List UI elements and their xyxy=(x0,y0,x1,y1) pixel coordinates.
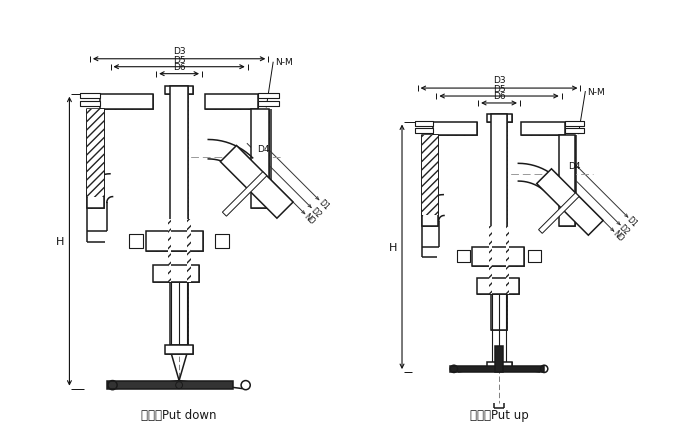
Bar xyxy=(528,250,540,263)
Text: D4: D4 xyxy=(257,144,270,153)
Bar xyxy=(170,86,188,345)
Text: D3: D3 xyxy=(493,76,505,85)
Bar xyxy=(457,250,470,263)
Text: D2: D2 xyxy=(617,222,631,236)
Bar xyxy=(414,129,433,134)
Bar xyxy=(422,136,438,227)
Bar xyxy=(472,247,524,266)
Bar xyxy=(258,93,279,99)
Bar xyxy=(80,101,100,107)
Bar xyxy=(433,122,477,136)
Text: D4: D4 xyxy=(568,161,580,170)
Bar xyxy=(130,235,143,249)
Bar xyxy=(489,227,491,294)
Bar xyxy=(80,93,100,99)
Bar xyxy=(559,136,575,227)
Bar xyxy=(495,346,503,372)
Text: 上展式Put up: 上展式Put up xyxy=(470,408,528,421)
Text: D5: D5 xyxy=(173,55,186,64)
Bar xyxy=(130,235,143,249)
Text: D1: D1 xyxy=(316,198,330,212)
Bar xyxy=(80,101,100,107)
Bar xyxy=(80,93,100,99)
Bar xyxy=(486,115,512,122)
Text: D3: D3 xyxy=(173,47,186,55)
Bar xyxy=(414,121,433,126)
Bar xyxy=(165,86,192,95)
Text: N-M: N-M xyxy=(275,58,293,67)
Bar xyxy=(100,95,153,109)
Text: H: H xyxy=(56,237,64,246)
Text: ND: ND xyxy=(610,228,625,243)
Bar xyxy=(258,101,279,107)
Bar xyxy=(216,235,229,249)
Bar xyxy=(565,129,584,134)
Bar xyxy=(168,220,171,283)
Bar xyxy=(433,122,477,136)
Polygon shape xyxy=(223,172,267,217)
Bar xyxy=(521,122,565,136)
Text: ND: ND xyxy=(302,212,316,226)
Text: D5: D5 xyxy=(493,85,505,94)
Bar xyxy=(565,121,584,126)
Bar xyxy=(107,381,232,389)
Bar xyxy=(146,231,204,252)
Bar xyxy=(472,247,524,266)
Bar xyxy=(165,86,192,95)
Text: D6: D6 xyxy=(173,62,186,71)
Text: D2: D2 xyxy=(309,206,323,219)
Bar xyxy=(477,279,519,294)
Bar xyxy=(414,129,433,134)
Bar xyxy=(187,220,190,283)
Bar xyxy=(153,266,199,283)
Bar xyxy=(486,362,512,370)
Bar xyxy=(170,86,188,345)
Bar xyxy=(457,250,470,263)
Bar xyxy=(486,115,512,122)
Bar xyxy=(559,136,575,227)
Bar xyxy=(491,115,508,331)
Bar xyxy=(205,95,258,109)
Bar xyxy=(87,109,104,209)
Bar xyxy=(521,122,565,136)
Bar xyxy=(153,266,199,283)
Bar xyxy=(414,121,433,126)
Bar xyxy=(87,109,104,197)
Polygon shape xyxy=(538,194,579,234)
Bar xyxy=(216,235,229,249)
Bar xyxy=(422,136,438,216)
Bar xyxy=(565,129,584,134)
Bar xyxy=(422,136,438,227)
Bar xyxy=(565,121,584,126)
Text: D1: D1 xyxy=(625,215,639,229)
Bar xyxy=(486,362,512,370)
Bar xyxy=(251,109,269,209)
Bar xyxy=(165,345,192,354)
Polygon shape xyxy=(220,146,293,219)
Bar xyxy=(528,250,540,263)
Text: H: H xyxy=(389,242,397,252)
Bar xyxy=(506,227,510,294)
Bar xyxy=(87,109,104,209)
Bar xyxy=(251,109,269,209)
Bar xyxy=(258,93,279,99)
Bar xyxy=(165,345,192,354)
Bar xyxy=(100,95,153,109)
Bar xyxy=(491,115,508,331)
Bar xyxy=(258,101,279,107)
Text: N-M: N-M xyxy=(587,87,605,96)
Polygon shape xyxy=(537,169,603,236)
Bar xyxy=(449,366,544,372)
Bar xyxy=(205,95,258,109)
Text: 下展式Put down: 下展式Put down xyxy=(141,408,217,421)
Text: D6: D6 xyxy=(493,92,505,101)
Bar xyxy=(477,279,519,294)
Bar xyxy=(146,231,204,252)
